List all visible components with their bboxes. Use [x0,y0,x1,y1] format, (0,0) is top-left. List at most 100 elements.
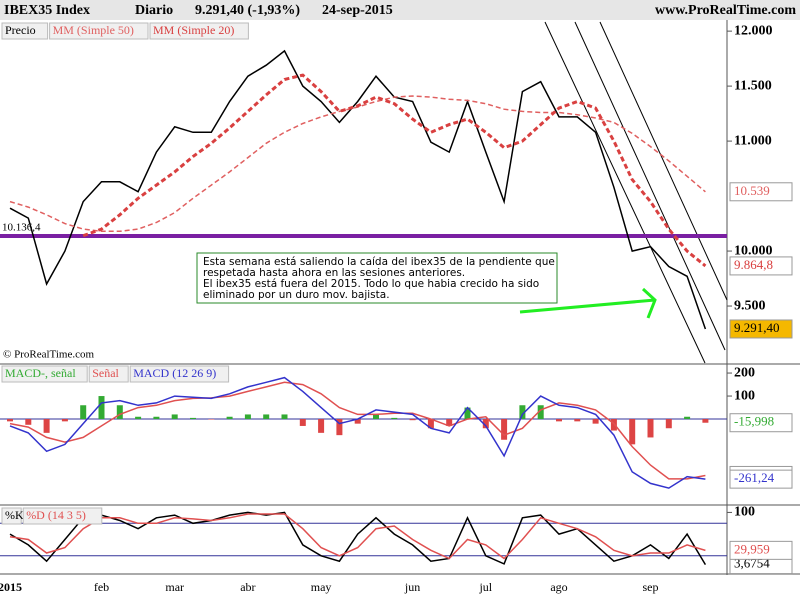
bar [7,419,13,422]
bar [427,419,434,429]
series-line [9,376,706,489]
legend-box [129,365,230,383]
annotation: eliminado por un duro mov. bajista. [203,289,390,301]
value-label-box [729,319,793,339]
x-tick-label: 2015 [0,580,22,594]
legend-label: %K [5,508,24,522]
value-label: 9.291,40 [734,320,780,335]
bar [43,419,50,433]
series-line [9,513,706,560]
annotation: respetada hasta ahora en las sesiones an… [203,267,465,279]
annotation-box [196,252,558,304]
bar [171,414,178,420]
symbol: IBEX35 Index [4,3,90,18]
channel-line [544,21,706,364]
bar [556,419,562,422]
legend-label: MM (Simple 20) [153,23,234,37]
legend-box [1,365,88,383]
value-label: 29,959 [734,541,770,556]
x-tick-label: feb [94,580,109,594]
bar [409,419,416,421]
y-tick-label: 100 [734,505,755,520]
x-tick-label: jul [478,580,492,594]
value-label: -261,24 [734,470,775,485]
x-tick-label: abr [240,580,255,594]
bar [665,419,672,429]
bar [135,416,142,420]
value-label-box [729,256,793,276]
y-tick-label: 11.000 [734,133,772,148]
series-line [82,73,707,268]
bar [519,405,526,420]
bar [684,416,691,420]
bar [153,416,160,420]
bar [537,405,544,420]
x-tick-label: ago [550,580,567,594]
horizontal-line-label: 10.136,4 [2,222,41,234]
legend-box [49,22,149,40]
legend-label: %D (14 3 5) [26,508,86,522]
bar [116,405,123,420]
channel-line [574,21,726,351]
value-label-box [729,413,793,433]
legend-box [1,22,49,40]
bar [592,419,599,424]
bar [702,419,709,423]
channel-line [599,21,728,301]
legend-label: MM (Simple 50) [53,23,134,37]
series-line [9,49,707,330]
value-label: 9.864,8 [734,257,773,272]
bar [336,419,343,436]
bar [501,419,508,440]
y-tick-label: 10.000 [734,243,773,258]
bar [354,419,361,424]
bar [464,407,471,420]
bar [373,414,379,420]
bar [190,417,196,420]
bar [391,417,398,420]
series-line [9,511,707,565]
x-tick-label: mar [165,580,184,594]
bar [318,419,325,433]
y-tick-label: 12.000 [734,23,773,38]
legend-box [88,365,129,383]
x-tick-label: may [311,580,332,594]
legend-label: MACD-, señal [5,366,76,380]
bar [574,419,581,422]
copyright: © ProRealTime.com [3,349,95,361]
x-tick-label: sep [643,580,659,594]
value-label-box [729,540,793,560]
annotation: El ibex35 está fuera del 2015. Todo lo q… [203,278,539,290]
y-tick-label: 100 [734,388,755,403]
bar [647,419,654,438]
legend-label: Señal [92,366,119,380]
source: www.ProRealTime.com [655,3,796,18]
quote: 9.291,40 (-1,93%) [195,3,300,18]
bar [263,414,270,420]
value-label: 10.539 [734,183,770,198]
bar [629,419,636,445]
period: Diario [135,3,173,18]
bar [98,396,105,420]
bar [25,419,32,425]
annotation: Esta semana está saliendo la caída del i… [203,256,555,268]
bar [446,419,453,426]
bar [61,419,68,422]
bar [226,416,233,420]
bar [299,419,306,426]
legend-label: Precio [5,23,36,37]
bar [281,414,288,420]
legend-box [1,507,22,525]
x-tick-label: jun [404,580,420,594]
legend-box [22,507,103,525]
header-bar [0,0,800,20]
legend-box [149,22,249,40]
y-tick-label: 200 [734,365,755,380]
y-tick-label: 9.500 [734,298,766,313]
series-line [9,381,706,480]
y-tick-label: 11.500 [734,78,772,93]
bar [244,414,251,420]
value-label-box [729,182,793,202]
bar [80,405,87,420]
